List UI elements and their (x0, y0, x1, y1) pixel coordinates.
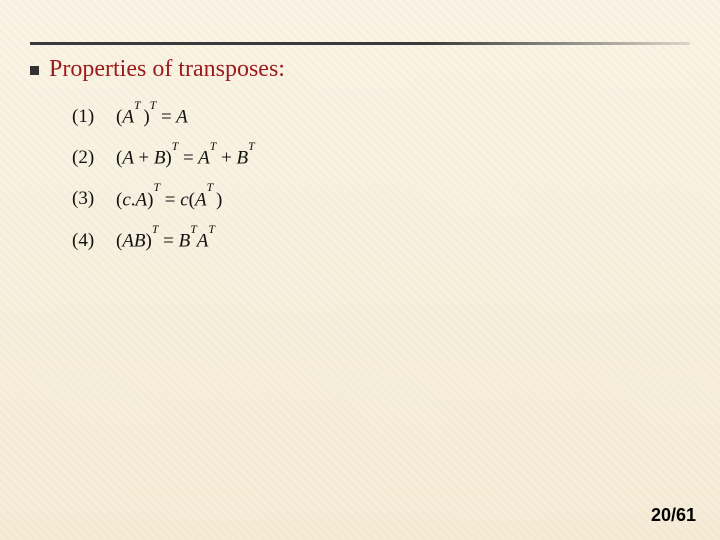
square-bullet-icon (30, 66, 39, 75)
item-formula: (c.A)T = c(AT) (116, 188, 222, 211)
item-number: (1) (72, 106, 102, 128)
properties-list: (1) (AT)T = A (2) (A + B)T = AT + BT (3)… (72, 105, 690, 252)
slide: Properties of transposes: (1) (AT)T = A … (0, 0, 720, 540)
page-number: 20/61 (651, 505, 696, 526)
content-area: Properties of transposes: (1) (AT)T = A … (30, 56, 690, 252)
heading-row: Properties of transposes: (30, 56, 690, 83)
item-formula: (A + B)T = AT + BT (116, 146, 255, 169)
item-formula: (AT)T = A (116, 105, 188, 128)
item-number: (2) (72, 147, 102, 169)
list-item: (3) (c.A)T = c(AT) (72, 188, 690, 211)
item-formula: (AB)T = BTAT (116, 229, 215, 252)
list-item: (4) (AB)T = BTAT (72, 229, 690, 252)
divider-rule (30, 42, 690, 45)
heading-text: Properties of transposes: (49, 56, 285, 83)
item-number: (4) (72, 230, 102, 252)
list-item: (2) (A + B)T = AT + BT (72, 146, 690, 169)
item-number: (3) (72, 188, 102, 210)
list-item: (1) (AT)T = A (72, 105, 690, 128)
